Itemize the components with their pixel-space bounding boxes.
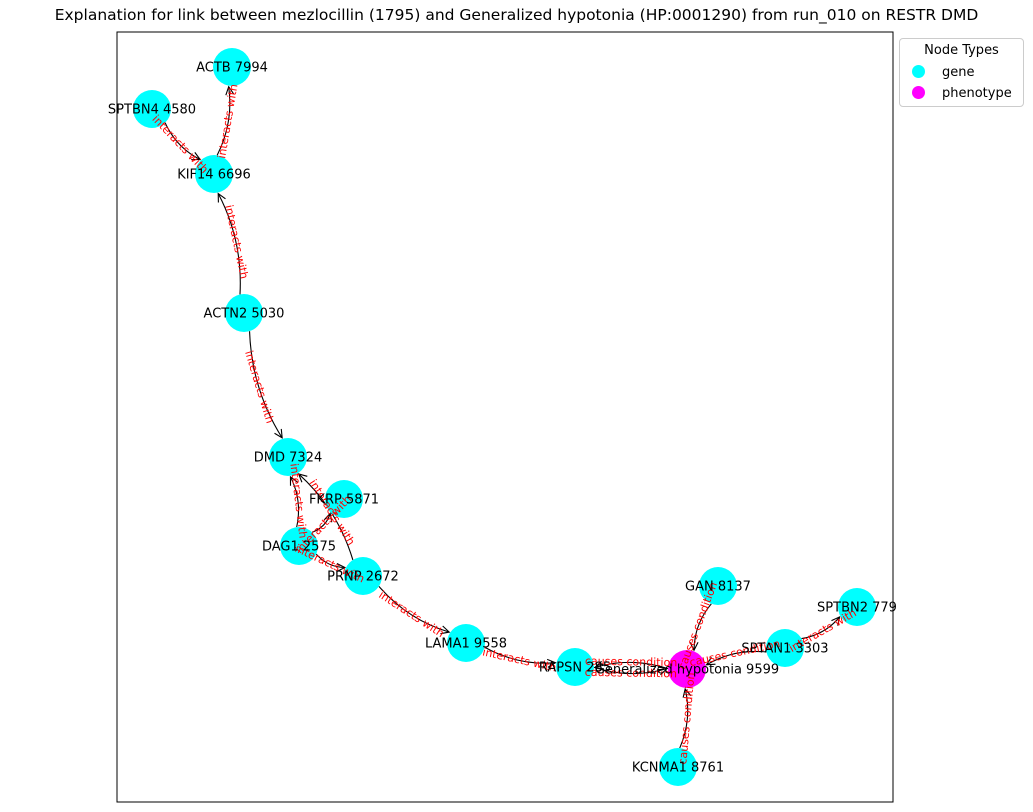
- edge-label: interacts with: [376, 588, 446, 640]
- edge-hypo-to-rapsn: [594, 661, 669, 670]
- node-label-prnp: PRNP 2672: [327, 570, 399, 585]
- edge-label: interacts with: [242, 349, 276, 425]
- node-kcnma1[interactable]: [659, 748, 697, 786]
- edge-arrowhead: [336, 562, 347, 572]
- legend-title: Node Types: [924, 43, 999, 58]
- node-sptan1[interactable]: [766, 629, 804, 667]
- node-label-dag1: DAG1 2575: [262, 540, 336, 555]
- edge-arrowhead: [217, 192, 226, 203]
- node-actb[interactable]: [213, 48, 251, 86]
- edge-arrowhead: [323, 512, 333, 523]
- edge-sptbn4-to-kif14: [164, 122, 201, 161]
- edge-prnp-to-lama1: [378, 586, 450, 633]
- node-labels-layer: ACTB 7994 SPTBN4 4580 KIF14 6696 ACTN2 5030…: [108, 61, 897, 776]
- legend-label-gene: gene: [942, 65, 975, 80]
- node-label-kif14: KIF14 6696: [177, 168, 251, 183]
- edge-arrowhead: [289, 475, 298, 486]
- legend-item-gene: gene: [912, 65, 975, 80]
- edge-lama1-to-rapsn: [484, 646, 556, 664]
- node-label-sptan1: SPTAN1 3303: [741, 642, 828, 657]
- edge-gan-to-hypo: [693, 603, 712, 651]
- node-sptbn4[interactable]: [133, 90, 171, 128]
- node-rapsn[interactable]: [556, 648, 594, 686]
- node-gan[interactable]: [699, 567, 737, 605]
- edge-sptan1-to-hypo: [706, 650, 767, 666]
- edge-dag1-to-prnp: [315, 553, 345, 569]
- edge-arrowhead: [705, 657, 716, 666]
- node-kif14[interactable]: [195, 155, 233, 193]
- edge-arrowhead: [546, 658, 557, 668]
- edge-arrowhead: [440, 625, 451, 635]
- edge-label: causes condition: [585, 666, 678, 681]
- node-label-gan: GAN 8137: [685, 580, 751, 595]
- edge-arrowhead: [274, 428, 283, 439]
- edge-label: interacts with: [287, 463, 309, 539]
- edge-kcnma1-to-hypo: [679, 688, 689, 749]
- node-label-sptbn4: SPTBN4 4580: [108, 103, 196, 118]
- edge-arrowhead: [225, 85, 235, 96]
- edge-dag1-to-fkrp: [311, 513, 331, 533]
- node-label-hypo: Generalized hypotonia 9599: [595, 663, 779, 678]
- edge-actn2-to-dmd: [249, 331, 283, 439]
- node-prnp[interactable]: [344, 557, 382, 595]
- legend-item-phenotype: phenotype: [912, 86, 1012, 101]
- nodes-layer: [133, 48, 876, 786]
- node-label-dmd: DMD 7324: [254, 451, 322, 466]
- edge-actn2-to-kif14: [217, 193, 241, 295]
- node-label-fkrp: FKRP 5871: [309, 493, 379, 508]
- node-dmd[interactable]: [269, 438, 307, 476]
- node-lama1[interactable]: [447, 624, 485, 662]
- legend-label-phenotype: phenotype: [942, 86, 1012, 101]
- edge-sptan1-to-sptbn2: [801, 616, 841, 640]
- node-dag1[interactable]: [280, 527, 318, 565]
- edge-arrowhead: [682, 687, 692, 698]
- node-sptbn2[interactable]: [838, 588, 876, 626]
- plot-frame: [116, 31, 894, 803]
- edge-arrowhead: [831, 615, 841, 626]
- edge-label: interacts with: [222, 204, 251, 280]
- node-label-sptbn2: SPTBN2 779: [817, 601, 897, 616]
- edge-label: interacts with: [215, 83, 240, 159]
- node-hypo[interactable]: [668, 650, 706, 688]
- legend: Node Types gene phenotype: [899, 38, 1024, 107]
- edges-layer: [164, 85, 841, 749]
- node-label-kcnma1: KCNMA1 8761: [632, 761, 724, 776]
- node-fkrp[interactable]: [325, 480, 363, 518]
- edge-arrowhead: [689, 641, 699, 652]
- node-label-rapsn: RAPSN 285: [539, 661, 611, 676]
- edge-label: causes condition: [585, 655, 678, 670]
- edge-rapsn-to-hypo: [593, 666, 668, 675]
- legend-marker-gene: [912, 65, 925, 78]
- edge-arrowhead: [191, 152, 202, 161]
- edge-arrowhead: [297, 473, 308, 483]
- node-label-lama1: LAMA1 9558: [425, 637, 507, 652]
- edge-dag1-to-dmd: [289, 476, 300, 528]
- node-label-actb: ACTB 7994: [196, 61, 268, 76]
- edge-label: interacts with: [149, 113, 210, 176]
- edge-kif14-to-actb: [216, 86, 231, 156]
- edge-arrowhead: [593, 660, 604, 670]
- diagram-title: Explanation for link between mezlocillin…: [54, 6, 979, 24]
- legend-marker-phenotype: [912, 86, 925, 99]
- node-actn2[interactable]: [225, 294, 263, 332]
- node-label-actn2: ACTN2 5030: [204, 307, 285, 322]
